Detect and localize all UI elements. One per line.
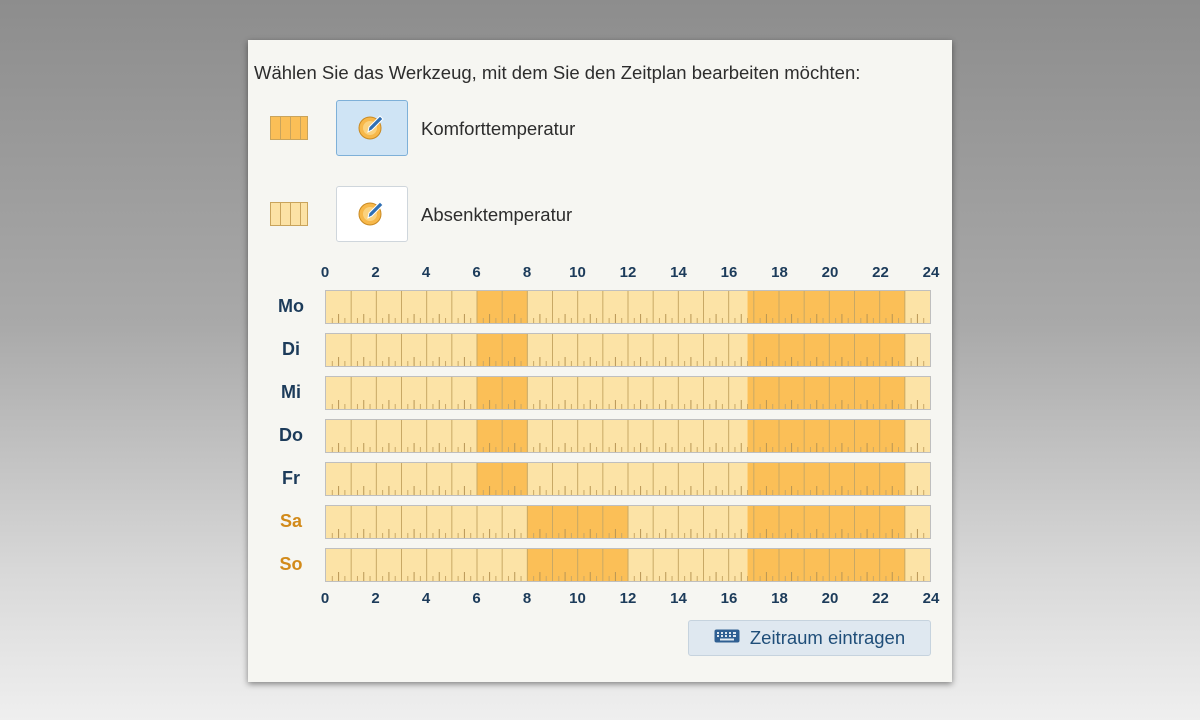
reduced-tool-label: Absenktemperatur — [421, 204, 573, 225]
hour-label-bottom: 4 — [421, 590, 431, 607]
day-schedule-bar[interactable] — [325, 548, 931, 582]
day-label: Di — [282, 339, 300, 359]
day-schedule-bar[interactable] — [325, 376, 931, 410]
comfort-period[interactable] — [747, 377, 905, 409]
hour-label-top: 20 — [821, 264, 839, 281]
comfort-period[interactable] — [747, 291, 905, 323]
hour-label-top: 2 — [371, 264, 380, 281]
hour-label-top: 14 — [670, 264, 687, 281]
reduced-color-swatch — [270, 202, 308, 226]
hour-label-top: 24 — [922, 264, 940, 281]
pencil-edit-icon — [357, 111, 387, 146]
day-schedule-bar[interactable] — [325, 419, 931, 453]
hour-label-bottom: 14 — [670, 590, 687, 607]
schedule-editor-panel: Wählen Sie das Werkzeug, mit dem Sie den… — [248, 40, 952, 682]
instruction-text: Wählen Sie das Werkzeug, mit dem Sie den… — [254, 62, 861, 83]
day-label: Mo — [278, 296, 304, 316]
comfort-tool-label: Komforttemperatur — [421, 118, 576, 139]
hour-label-top: 4 — [421, 264, 431, 281]
day-label: Mi — [281, 382, 301, 402]
hour-label-bottom: 24 — [922, 590, 940, 607]
day-schedule-bar[interactable] — [325, 290, 931, 324]
comfort-color-swatch — [270, 116, 308, 140]
day-label: Do — [279, 425, 303, 445]
hour-label-bottom: 6 — [472, 590, 481, 607]
comfort-period[interactable] — [747, 549, 905, 581]
hour-label-bottom: 18 — [771, 590, 788, 607]
day-schedule-bar[interactable] — [325, 333, 931, 367]
enter-period-label: Zeitraum eintragen — [749, 627, 906, 648]
day-schedule-bar[interactable] — [325, 462, 931, 496]
hour-label-bottom: 12 — [619, 590, 637, 607]
hour-label-bottom: 20 — [821, 590, 839, 607]
hour-label-bottom: 2 — [371, 590, 380, 607]
hour-label-top: 8 — [522, 264, 532, 281]
keyboard-icon — [714, 629, 740, 648]
pencil-edit-icon — [357, 197, 387, 232]
hour-label-top: 6 — [472, 264, 481, 281]
day-label: Sa — [279, 511, 303, 531]
hour-label-top: 12 — [619, 264, 637, 281]
reduced-tool-button[interactable] — [336, 186, 408, 242]
comfort-period[interactable] — [747, 420, 905, 452]
hour-label-bottom: 8 — [522, 590, 532, 607]
day-label: Fr — [282, 468, 300, 488]
comfort-period[interactable] — [747, 334, 905, 366]
hour-label-bottom: 22 — [872, 590, 889, 607]
hour-label-top: 16 — [720, 264, 738, 281]
enter-period-button[interactable]: Zeitraum eintragen — [688, 620, 931, 656]
comfort-tool-button[interactable] — [336, 100, 408, 156]
hour-label-bottom: 16 — [720, 590, 738, 607]
day-label: So — [279, 554, 303, 574]
hour-label-top: 0 — [320, 264, 330, 281]
comfort-period[interactable] — [747, 463, 905, 495]
hour-label-top: 10 — [569, 264, 586, 281]
hour-label-bottom: 0 — [320, 590, 330, 607]
hour-label-top: 22 — [872, 264, 889, 281]
day-schedule-bar[interactable] — [325, 505, 931, 539]
hour-label-top: 18 — [771, 264, 788, 281]
comfort-period[interactable] — [747, 506, 905, 538]
hour-label-bottom: 10 — [569, 590, 586, 607]
